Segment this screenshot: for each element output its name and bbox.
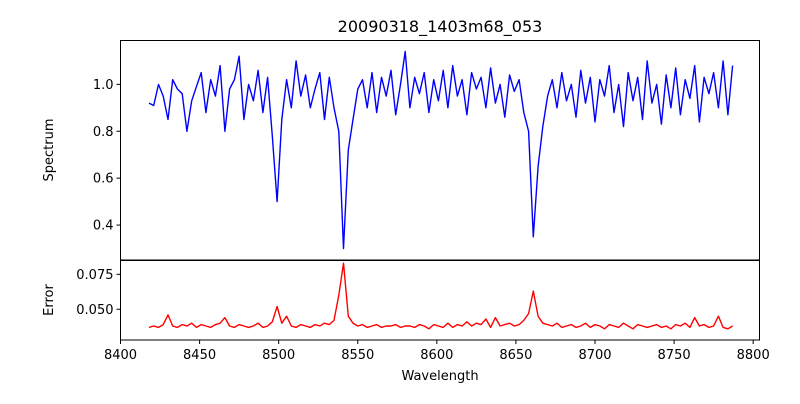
spectrum-series-line (148, 50, 734, 250)
x-tick-label: 8750 (658, 348, 691, 363)
error-y-tick-label: 0.050 (76, 303, 113, 318)
spectrum-y-tick-label: 0.4 (93, 219, 114, 234)
x-tick-label: 8650 (499, 348, 532, 363)
spectrum-y-label: Spectrum (42, 119, 57, 182)
spectrum-y-tick-label: 0.8 (93, 125, 114, 140)
x-tick-label: 8450 (183, 348, 216, 363)
error-axes-frame (120, 260, 760, 341)
spectrum-y-tick-label: 0.6 (93, 172, 114, 187)
error-y-label: Error (42, 284, 57, 316)
x-tick-label: 8600 (420, 348, 453, 363)
x-tick-label: 8400 (104, 348, 137, 363)
x-tick-label: 8500 (262, 348, 295, 363)
x-axis-label: Wavelength (401, 369, 478, 384)
spectrum-y-tick-label: 1.0 (93, 78, 114, 93)
x-tick-label: 8700 (578, 348, 611, 363)
error-series-line (148, 262, 733, 330)
x-tick-label: 8800 (737, 348, 770, 363)
x-tick-label: 8550 (341, 348, 374, 363)
error-y-tick-label: 0.075 (76, 268, 113, 283)
chart-title: 20090318_1403m68_053 (338, 17, 543, 37)
error-panel: 0.050 0.075 8400 8450 8500 8550 8600 8650 8700 8… (42, 260, 770, 384)
